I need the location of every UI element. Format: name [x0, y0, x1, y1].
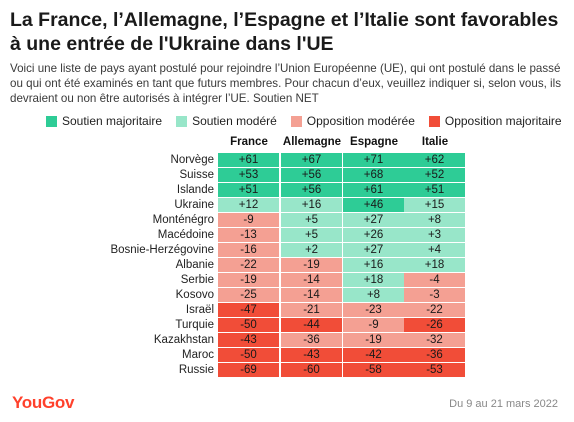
table-cell: -50 — [218, 348, 280, 363]
table-cell: -13 — [218, 228, 280, 243]
table-cell: +62 — [404, 153, 466, 168]
row-label: Suisse — [179, 169, 214, 181]
table-cell: -43 — [281, 348, 343, 363]
table-cell: +2 — [281, 243, 343, 258]
table-cell: +16 — [281, 198, 343, 213]
legend-swatch — [290, 115, 302, 127]
row-label: Islande — [176, 184, 214, 196]
row-label: Macédoine — [157, 229, 214, 241]
column-header: Espagne — [350, 136, 398, 148]
row-label: Serbie — [180, 274, 214, 286]
column-header: France — [230, 136, 268, 148]
table-cell: -14 — [281, 288, 343, 303]
table-cell: +5 — [281, 213, 343, 228]
table-cell: +3 — [404, 228, 466, 243]
table-cell: -42 — [343, 348, 405, 363]
legend-swatch — [428, 115, 440, 127]
table-cell: +61 — [218, 153, 280, 168]
legend-item: Soutien majoritaire — [46, 114, 162, 128]
table-cell: -21 — [281, 303, 343, 318]
row-label: Kazakhstan — [153, 334, 214, 346]
row-label: Norvège — [170, 154, 214, 166]
table-cell: +16 — [343, 258, 405, 273]
table-cell: +4 — [404, 243, 466, 258]
table-cell: +53 — [218, 168, 280, 183]
table-cell: -22 — [404, 303, 466, 318]
legend-swatch — [176, 115, 188, 127]
legend-item: Opposition modérée — [290, 114, 415, 128]
table-cell: +8 — [343, 288, 405, 303]
table-cell: -32 — [404, 333, 466, 348]
row-label: Turquie — [175, 319, 214, 331]
table-cell: +27 — [343, 243, 405, 258]
table-cell: -47 — [218, 303, 280, 318]
table-cell: -50 — [218, 318, 280, 333]
table-cell: +18 — [404, 258, 466, 273]
row-label: Bosnie-Herzégovine — [110, 244, 214, 256]
table-cell: -43 — [218, 333, 280, 348]
table-cell: -19 — [343, 333, 405, 348]
table-cell: +61 — [343, 183, 405, 198]
legend-label: Soutien majoritaire — [62, 114, 163, 128]
table-cell: -25 — [218, 288, 280, 303]
table-cell: -44 — [281, 318, 343, 333]
table-cell: +67 — [281, 153, 343, 168]
row-label: Ukraine — [174, 199, 214, 211]
table-cell: -16 — [218, 243, 280, 258]
survey-date: Du 9 au 21 mars 2022 — [449, 398, 558, 410]
table-cell: -36 — [281, 333, 343, 348]
legend-label: Opposition modérée — [306, 114, 415, 128]
table-cell: -9 — [343, 318, 405, 333]
table-cell: -60 — [281, 363, 343, 378]
table-cell: -69 — [218, 363, 280, 378]
row-label: Kosovo — [175, 289, 214, 301]
table-cell: +27 — [343, 213, 405, 228]
row-label: Monténégro — [152, 214, 214, 226]
table-cell: -9 — [218, 213, 280, 228]
table-cell: +8 — [404, 213, 466, 228]
table-cell: -36 — [404, 348, 466, 363]
row-label: Israël — [185, 304, 214, 316]
table-cell: -3 — [404, 288, 466, 303]
row-label: Maroc — [182, 349, 214, 361]
table-cell: +5 — [281, 228, 343, 243]
table-cell: +68 — [343, 168, 405, 183]
table-cell: +51 — [404, 183, 466, 198]
column-header: Allemagne — [282, 136, 342, 148]
table-cell: +71 — [343, 153, 405, 168]
table-cell: +15 — [404, 198, 466, 213]
table-cell: +18 — [343, 273, 405, 288]
legend-item: Opposition majoritaire — [428, 114, 562, 128]
chart-subtitle: Voici une liste de pays ayant postulé po… — [10, 62, 562, 105]
legend: Soutien majoritaire Soutien modéré Opposit… — [46, 113, 574, 129]
chart-title: La France, l’Allemagne, l’Espagne et l’I… — [10, 9, 559, 55]
table-cell: +56 — [281, 183, 343, 198]
table-cell: +12 — [218, 198, 280, 213]
table-cell: +51 — [218, 183, 280, 198]
table-cell: -22 — [218, 258, 280, 273]
table-cell: -14 — [281, 273, 343, 288]
table-cell: +46 — [343, 198, 405, 213]
legend-label: Soutien modéré — [192, 114, 277, 128]
table-cell: -19 — [281, 258, 343, 273]
row-label: Albanie — [175, 259, 214, 271]
table-cell: -4 — [404, 273, 466, 288]
table-cell: -26 — [404, 318, 466, 333]
yougov-logo: YouGov — [12, 393, 75, 412]
table-cell: -58 — [343, 363, 405, 378]
table-cell: -23 — [343, 303, 405, 318]
row-label: Russie — [178, 364, 214, 376]
table-cell: +56 — [281, 168, 343, 183]
table-cell: +52 — [404, 168, 466, 183]
column-header: Italie — [421, 136, 449, 148]
legend-item: Soutien modéré — [176, 114, 277, 128]
table-cell: -53 — [404, 363, 466, 378]
table-cell: -19 — [218, 273, 280, 288]
legend-swatch — [46, 115, 57, 127]
table-cell: +26 — [343, 228, 405, 243]
legend-label: Opposition majoritaire — [444, 114, 562, 128]
